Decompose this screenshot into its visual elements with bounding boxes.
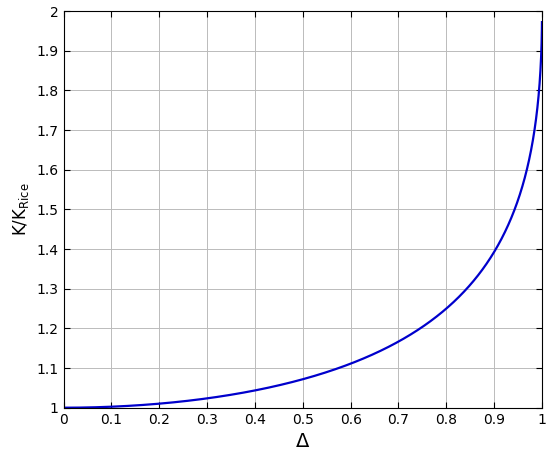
Y-axis label: K/K$_{\rm Rice}$: K/K$_{\rm Rice}$: [11, 183, 31, 236]
X-axis label: $\Delta$: $\Delta$: [295, 432, 310, 451]
